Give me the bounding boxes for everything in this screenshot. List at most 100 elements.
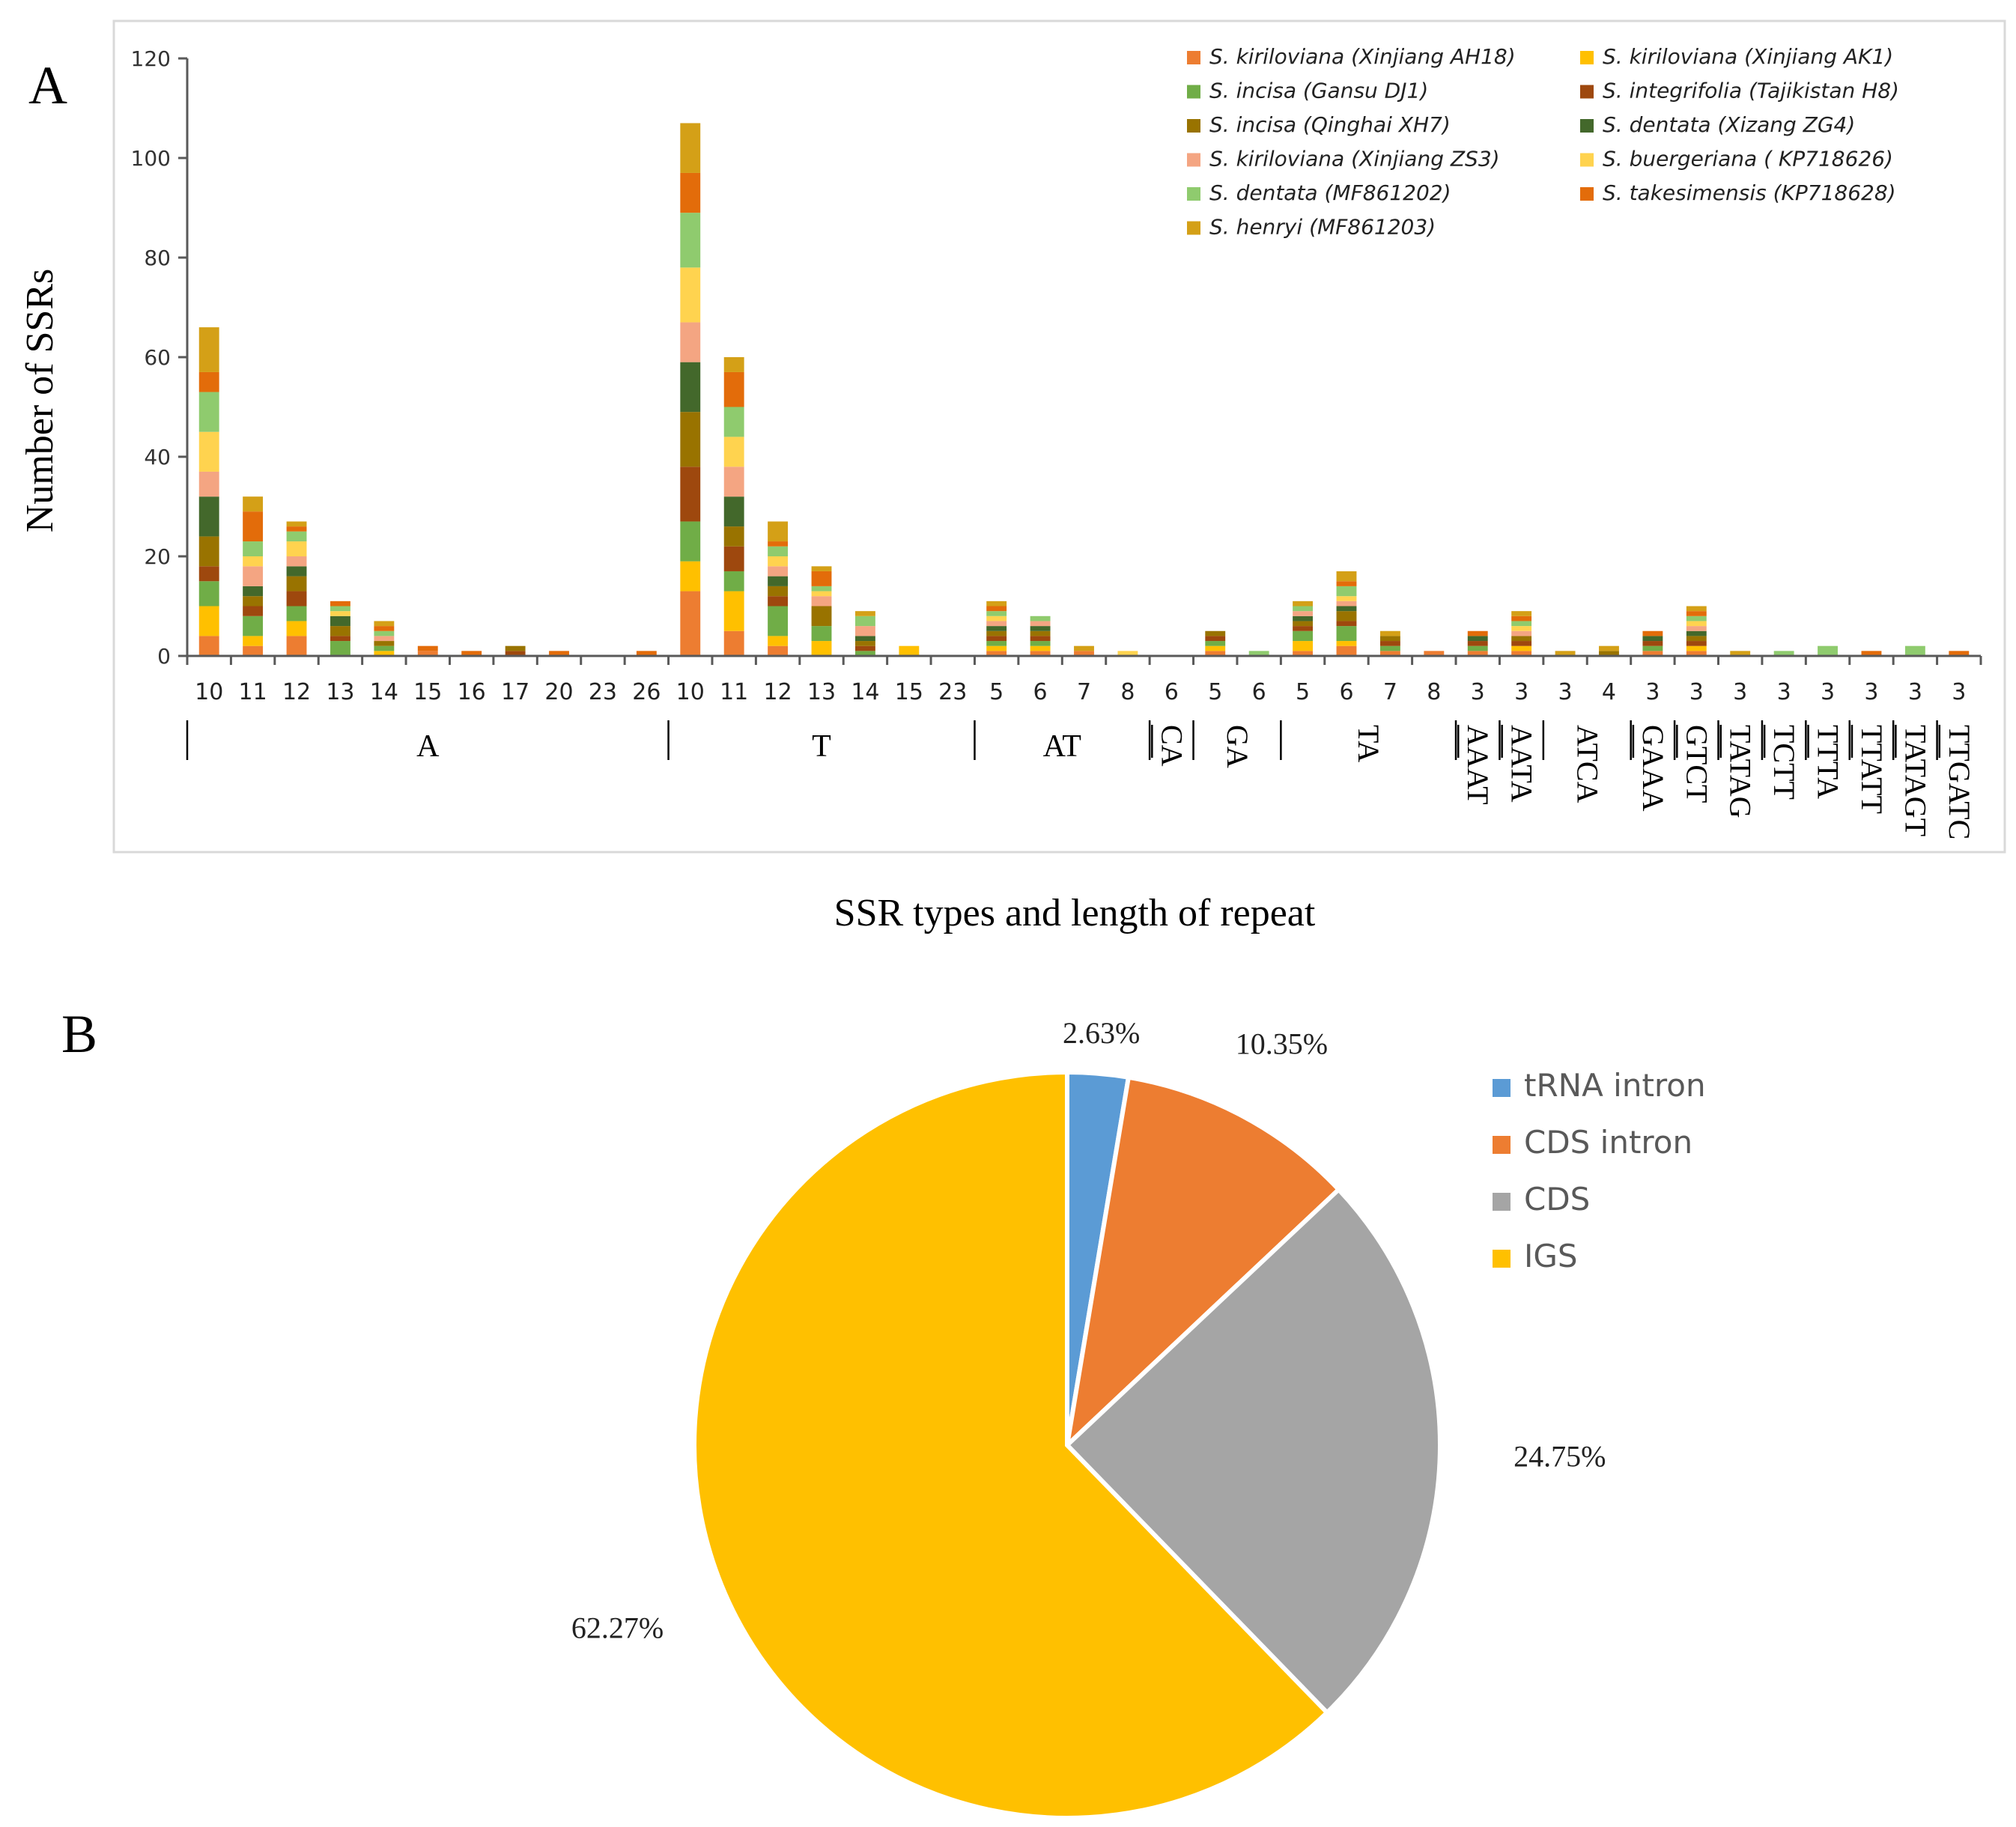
bar-segment bbox=[1336, 606, 1357, 612]
bar-segment bbox=[1642, 630, 1663, 636]
bar-segment bbox=[198, 431, 219, 472]
x-tick-label: 13 bbox=[326, 679, 354, 705]
bar-segment bbox=[854, 636, 875, 642]
bar-segment bbox=[899, 645, 920, 656]
bar-segment bbox=[986, 606, 1007, 612]
bar-segment bbox=[1818, 645, 1838, 656]
pie-data-labels: 2.63% 10.35% 24.75% 62.27% bbox=[571, 1016, 1606, 1645]
panel-label-a: A bbox=[28, 55, 67, 115]
bar-segment bbox=[1904, 645, 1925, 656]
bar-segment bbox=[198, 471, 219, 497]
bar-segment bbox=[986, 645, 1007, 651]
bar-segment bbox=[330, 601, 350, 607]
bar-segment bbox=[243, 586, 264, 597]
bar-segment bbox=[374, 636, 395, 642]
bar-segment bbox=[1117, 651, 1138, 656]
legend-entry: S. kiriloviana (Xinjiang ZS3) bbox=[1209, 147, 1500, 171]
legend-sample-id: (Xinjiang ZS3) bbox=[1351, 147, 1499, 171]
legend-entry: S. henryi (MF861203) bbox=[1209, 215, 1436, 240]
bar-segment bbox=[243, 511, 264, 542]
bar-segment bbox=[286, 521, 307, 527]
bar-segment bbox=[986, 621, 1007, 627]
legend-swatch bbox=[1187, 119, 1200, 133]
x-axis-label: SSR types and length of repeat bbox=[834, 892, 1316, 934]
bar-segment bbox=[1467, 630, 1488, 636]
pie-chart bbox=[692, 1069, 1442, 1820]
bar-segment bbox=[854, 626, 875, 636]
bar-segment bbox=[198, 606, 219, 636]
bar-segment bbox=[198, 566, 219, 582]
legend-sample-id: ( KP718626) bbox=[1764, 147, 1893, 171]
chart-a-frame bbox=[112, 19, 2006, 854]
bar-segment bbox=[768, 556, 789, 567]
bar-segment bbox=[1642, 636, 1663, 642]
bar-segment bbox=[1642, 641, 1663, 646]
x-tick-label: 8 bbox=[1120, 679, 1135, 705]
bar-segment bbox=[811, 591, 832, 597]
y-tick-label: 60 bbox=[144, 345, 171, 370]
bar-segment bbox=[1030, 651, 1051, 656]
x-tick-label: 10 bbox=[195, 679, 223, 705]
bar-segment bbox=[198, 581, 219, 607]
x-tick-label: 11 bbox=[239, 679, 267, 705]
bar-segment bbox=[286, 541, 307, 556]
bar-segment bbox=[986, 626, 1007, 631]
legend-swatch bbox=[1580, 51, 1594, 64]
x-tick-label: 15 bbox=[413, 679, 442, 705]
bar-segment bbox=[680, 172, 701, 213]
bar-segment bbox=[1030, 630, 1051, 636]
bar-segment bbox=[286, 621, 307, 636]
bar-segment bbox=[1511, 621, 1532, 627]
bar-segment bbox=[680, 521, 701, 562]
bar-segment bbox=[680, 123, 701, 173]
legend-sample-id: (Xizang ZG4) bbox=[1718, 112, 1856, 137]
x-tick-label: 12 bbox=[764, 679, 792, 705]
group-label: TTTA bbox=[1812, 725, 1845, 799]
x-tick-label: 15 bbox=[895, 679, 923, 705]
pie-data-label: 24.75% bbox=[1513, 1440, 1606, 1474]
legend-swatch bbox=[1493, 1250, 1511, 1268]
bar-segment bbox=[811, 566, 832, 571]
bar-segment bbox=[986, 641, 1007, 646]
bar-segment bbox=[1293, 626, 1314, 631]
legend-sample-id: (MF861203) bbox=[1309, 215, 1436, 240]
group-label: TA bbox=[1352, 725, 1385, 762]
legend-swatch bbox=[1493, 1136, 1511, 1154]
group-label: AT bbox=[1043, 729, 1081, 764]
bar-segment bbox=[1336, 586, 1357, 597]
legend-species-name: S. incisa bbox=[1209, 112, 1303, 137]
x-tick-label: 3 bbox=[1558, 679, 1573, 705]
bar-segment bbox=[1379, 645, 1400, 651]
bar-segment bbox=[768, 566, 789, 577]
legend-b: tRNA intron CDS intron CDS IGS bbox=[1493, 1067, 1706, 1274]
bar-segment bbox=[1511, 645, 1532, 651]
bar-segment bbox=[986, 601, 1007, 607]
bar-segment bbox=[1511, 630, 1532, 636]
group-labels: A T AT CA GA TA AAAT AATA ATCA GAAA GTCT TATAG TCTT T… bbox=[186, 720, 1976, 839]
bar-segment bbox=[1248, 651, 1269, 656]
bar-segment bbox=[505, 645, 526, 651]
bar-segment bbox=[854, 641, 875, 646]
legend-species-name: S. henryi bbox=[1209, 215, 1309, 240]
bar-segment bbox=[1336, 645, 1357, 656]
x-tick-label: 13 bbox=[807, 679, 836, 705]
bar-segment bbox=[1293, 615, 1314, 621]
legend-swatch bbox=[1187, 153, 1200, 167]
panel-label-b: B bbox=[61, 1004, 97, 1064]
bar-segment bbox=[1599, 651, 1619, 656]
bar-segment bbox=[723, 357, 744, 372]
bar-segment bbox=[330, 641, 350, 656]
bar-segment bbox=[417, 651, 438, 656]
bar-segment bbox=[854, 645, 875, 651]
bar-segment bbox=[680, 591, 701, 656]
bar-segment bbox=[1511, 615, 1532, 621]
bar-segment bbox=[198, 636, 219, 656]
bar-segment bbox=[1379, 630, 1400, 636]
group-label: A bbox=[416, 729, 440, 764]
bar-segment bbox=[1686, 611, 1707, 616]
bar-segment bbox=[768, 586, 789, 597]
bar-segment bbox=[1424, 651, 1445, 656]
x-tick-label: 5 bbox=[989, 679, 1004, 705]
bar-segment bbox=[680, 267, 701, 323]
x-tick-label: 6 bbox=[1252, 679, 1266, 705]
